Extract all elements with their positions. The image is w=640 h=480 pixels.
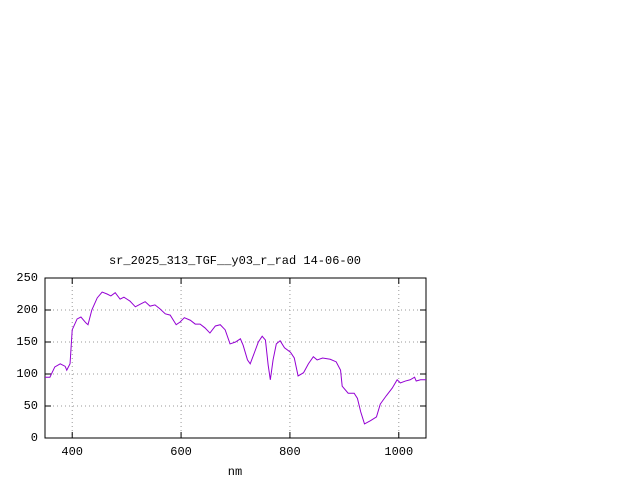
x-tick-label: 800 bbox=[279, 445, 301, 459]
y-tick-label: 100 bbox=[16, 367, 38, 381]
y-tick-label: 0 bbox=[31, 431, 38, 445]
y-tick-label: 200 bbox=[16, 303, 38, 317]
chart-title: sr_2025_313_TGF__y03_r_rad 14-06-00 bbox=[109, 254, 361, 268]
y-tick-label: 250 bbox=[16, 271, 38, 285]
y-tick-label: 150 bbox=[16, 335, 38, 349]
plot-border bbox=[44, 277, 427, 439]
x-tick-label: 400 bbox=[61, 445, 83, 459]
y-tick-label: 50 bbox=[24, 399, 38, 413]
x-tick-label: 600 bbox=[170, 445, 192, 459]
x-axis-label: nm bbox=[228, 465, 242, 479]
data-line bbox=[45, 291, 426, 425]
x-tick-label: 1000 bbox=[384, 445, 413, 459]
